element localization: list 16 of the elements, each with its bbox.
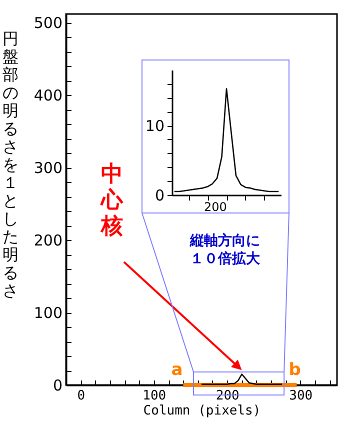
x-axis-title: Column (pixels) [143,404,261,418]
y-tick-label: 200 [34,232,62,250]
x-tick-label: 300 [289,388,313,404]
y-tick-label: 500 [34,14,62,32]
y-tick-label: 10 [145,117,164,136]
line-series [200,373,283,385]
annotation: b [288,360,301,380]
y-tick-label: 300 [34,159,62,178]
x-tick-label: 0 [77,388,86,404]
annotation: 200 [204,200,227,214]
text: 円盤部の明るさを１とした明るさ [2,29,18,300]
annotation: 中心核 [100,162,124,240]
y-tick-label: 100 [34,304,62,322]
annotation: 縦軸方向に１０倍拡大 [188,232,261,268]
annotation: a [171,360,183,380]
y-tick-label: 400 [34,86,62,105]
